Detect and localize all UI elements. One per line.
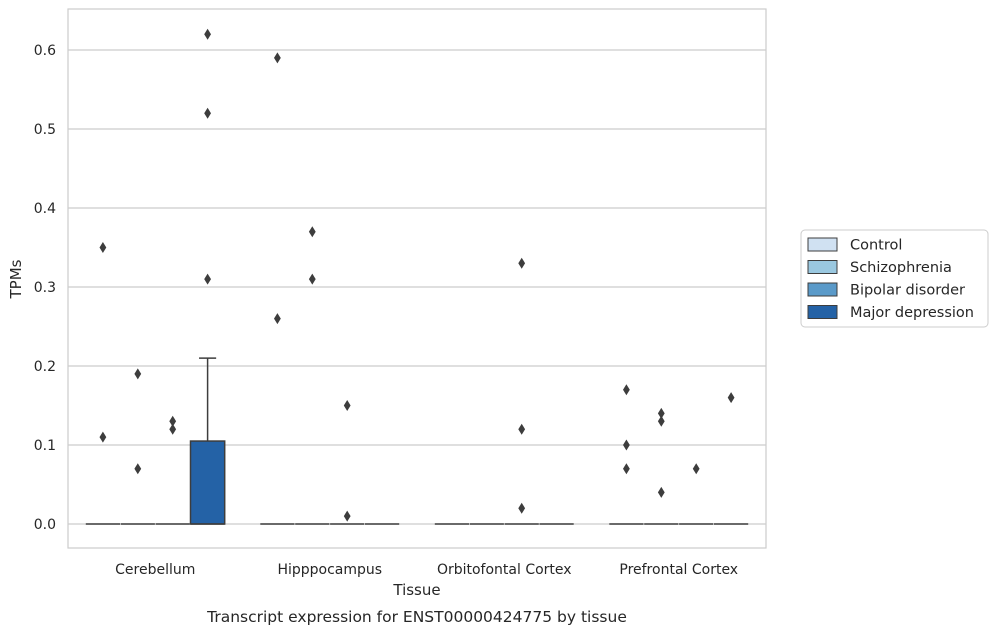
outlier-point xyxy=(204,273,211,285)
y-tick-label: 0.4 xyxy=(34,201,56,217)
outlier-point xyxy=(623,384,630,396)
outlier-point xyxy=(657,407,665,419)
legend-swatch xyxy=(807,282,838,297)
y-tick-label: 0.0 xyxy=(34,517,56,533)
outlier-point xyxy=(727,392,735,404)
legend-item: Major depression xyxy=(807,305,974,321)
legend-swatch xyxy=(807,260,838,274)
legend-item: Bipolar disorder xyxy=(807,282,965,299)
y-tick-labels: 0.0 0.1 0.2 0.3 0.4 0.5 0.6 xyxy=(34,43,56,533)
outlier-point xyxy=(518,257,526,269)
outlier-point xyxy=(657,486,665,498)
legend: Control Schizophrenia Bipolar disorder Majo… xyxy=(800,229,989,328)
outlier-point xyxy=(204,107,211,119)
y-tick-label: 0.3 xyxy=(34,280,56,296)
outlier-point xyxy=(343,400,351,411)
legend-label: Schizophrenia xyxy=(850,260,952,276)
outlier-point xyxy=(169,423,177,435)
outlier-point xyxy=(343,510,351,522)
x-tick-label: Prefrontal Cortex xyxy=(619,562,738,578)
outlier-point xyxy=(99,242,107,253)
legend-label: Major depression xyxy=(850,305,974,321)
outlier-point xyxy=(274,313,281,325)
box-cerebellum-major-depression xyxy=(189,357,226,525)
y-tick-label: 0.5 xyxy=(34,122,56,138)
legend-swatch xyxy=(807,305,838,319)
legend-frame xyxy=(800,229,989,328)
outlier-point xyxy=(274,52,281,64)
x-tick-label: Orbitofontal Cortex xyxy=(437,562,572,578)
outlier-point xyxy=(623,463,630,475)
x-tick-label: Cerebellum xyxy=(115,562,195,578)
outlier-point xyxy=(692,463,700,475)
y-tick-label: 0.1 xyxy=(34,438,56,454)
outlier-point xyxy=(134,463,142,475)
plot-frame xyxy=(67,8,767,549)
legend-label: Bipolar disorder xyxy=(850,283,965,299)
boxes xyxy=(85,357,749,525)
outlier-point xyxy=(169,415,177,427)
x-tick-labels: Cerebellum Hipppocampus Orbitofontal Corte… xyxy=(115,562,738,578)
x-axis-label: Tissue xyxy=(392,581,440,599)
gridlines xyxy=(68,49,766,525)
outlier-point xyxy=(204,28,211,40)
box-body xyxy=(189,440,226,525)
legend-swatch xyxy=(807,237,838,252)
legend-item: Schizophrenia xyxy=(807,260,952,276)
outlier-point xyxy=(134,368,142,380)
legend-label: Control xyxy=(850,238,902,254)
legend-item: Control xyxy=(807,237,902,254)
y-tick-label: 0.2 xyxy=(34,359,56,375)
outlier-point xyxy=(518,502,526,514)
y-tick-label: 0.6 xyxy=(34,43,56,59)
outlier-point xyxy=(623,439,630,451)
outliers xyxy=(99,28,735,522)
chart-caption: Transcript expression for ENST0000042477… xyxy=(206,608,627,626)
x-tick-label: Hipppocampus xyxy=(277,562,382,578)
outlier-point xyxy=(99,431,107,443)
y-axis-label: TPMs xyxy=(7,259,25,299)
outlier-point xyxy=(518,423,526,435)
outlier-point xyxy=(308,226,316,238)
outlier-point xyxy=(308,273,316,285)
outlier-point xyxy=(657,415,665,427)
